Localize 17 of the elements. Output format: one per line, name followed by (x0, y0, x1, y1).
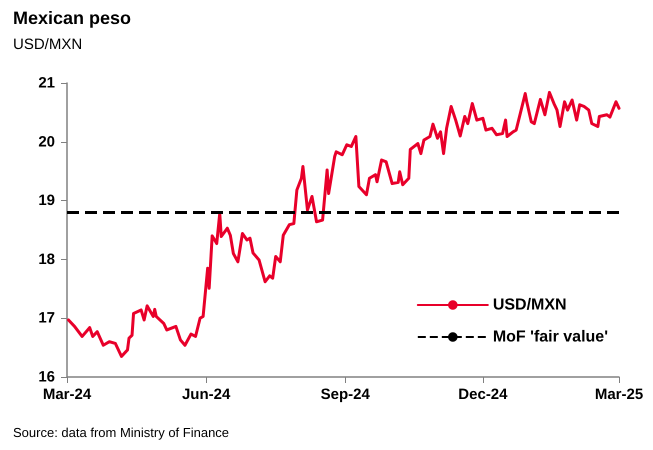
legend-label: USD/MXN (492, 296, 567, 314)
source-note: Source: data from Ministry of Finance (13, 425, 230, 440)
x-tick-label: Mar-24 (42, 386, 92, 403)
y-tick-label: 20 (38, 133, 55, 150)
y-tick-label: 17 (38, 310, 55, 327)
y-tick-label: 21 (38, 74, 55, 92)
x-tick-label: Sep-24 (320, 386, 371, 403)
x-tick-label: Jun-24 (182, 386, 231, 403)
y-tick-label: 16 (38, 368, 55, 386)
y-tick-label: 19 (38, 192, 55, 210)
legend-label: MoF 'fair value' (492, 328, 608, 346)
chart-subtitle: USD/MXN (13, 36, 82, 53)
line-series (67, 90, 620, 358)
x-tick-label: Mar-25 (594, 386, 644, 403)
x-tick-label: Dec-24 (458, 386, 508, 403)
chart-title: Mexican peso (13, 8, 132, 28)
y-tick-label: 18 (38, 250, 55, 268)
